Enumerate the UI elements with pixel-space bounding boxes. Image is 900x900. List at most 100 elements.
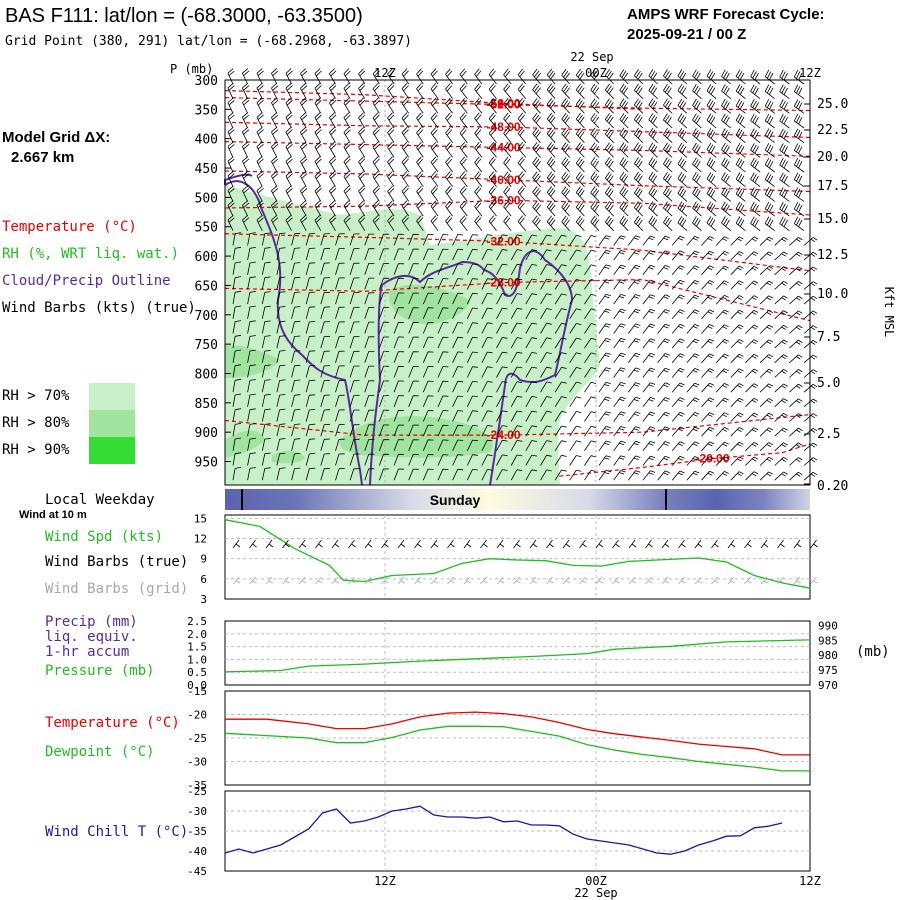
wind-barb: [789, 295, 803, 305]
wind-barb: [372, 171, 380, 187]
wind-barb: [242, 170, 250, 187]
wind-barb: [540, 425, 552, 437]
wind-barb: [276, 423, 286, 437]
wind-barb: [569, 367, 582, 378]
wind-barb: [488, 127, 497, 143]
wind-barb: [793, 187, 805, 202]
wind-barb: [488, 215, 497, 231]
wind-barb: [416, 68, 424, 85]
wind-barb: [430, 215, 439, 231]
wind-barb: [285, 127, 293, 143]
wind-barb-grid: [694, 576, 703, 585]
wind-barb: [759, 368, 774, 378]
series-label: Dewpoint (°C): [45, 744, 155, 760]
wind-barb: [276, 276, 286, 290]
wind-barb: [452, 248, 464, 261]
wind-barb: [416, 200, 424, 217]
wind-barb: [540, 352, 552, 364]
wind-barb: [779, 157, 790, 173]
wind-barb: [358, 171, 366, 187]
wind-barb: [445, 200, 453, 217]
wind-barb: [466, 395, 478, 407]
wind-barb: [525, 396, 538, 407]
wind-barb: [335, 438, 345, 451]
wind-barb: [393, 424, 405, 437]
wind-barb: [481, 249, 493, 261]
wind-barb: [671, 353, 685, 364]
wind-barb: [745, 339, 759, 349]
wind-barb: [764, 113, 775, 129]
wind-barb: [663, 157, 673, 173]
temperature-contour-label: -32.00: [487, 234, 521, 248]
wind-barb: [256, 200, 264, 217]
wind-barb: [619, 98, 629, 114]
wind-barb: [546, 68, 556, 85]
wind-barb: [744, 539, 752, 549]
wind-barb: [437, 468, 449, 481]
y-right-tick-label: 985: [818, 634, 838, 647]
wind-barb: [628, 539, 637, 549]
wind-barb: [445, 97, 453, 114]
wind-barb-grid: [282, 576, 290, 585]
wind-barb: [364, 439, 375, 451]
wind-barb: [540, 410, 552, 422]
wind-barb: [613, 235, 626, 246]
wind-barb: [663, 98, 673, 114]
wind-barb: [320, 262, 331, 275]
wind-barb: [437, 424, 449, 437]
wind-barb: [779, 113, 790, 129]
wind-barb: [721, 84, 732, 100]
temperature-dewpoint-panel: -35 -30 -25 -20 -15 Temperature (°C) Dewpoint …: [45, 685, 811, 792]
wind-barb: [320, 365, 331, 378]
wind-barb: [648, 113, 658, 129]
wind-barb: [305, 262, 316, 275]
y-tick-label: -20: [187, 709, 207, 722]
wind-chill-panel: -45 -40 -35 -30 -25 Wind Chill T (°C) 12Z 00Z 12…: [45, 785, 821, 888]
wind-barb: [546, 539, 554, 549]
wind-barb: [525, 425, 538, 437]
temperature-contour: [224, 121, 811, 139]
y-tick-label: -45: [187, 865, 207, 878]
wind-barb: [247, 247, 256, 261]
wind-barb: [525, 381, 538, 393]
wind-barb-grid: [265, 576, 274, 585]
pressure-tick-label: 500: [195, 191, 218, 206]
weekday-name: Sunday: [430, 492, 481, 508]
wind-barb: [401, 141, 410, 158]
wind-barb: [232, 408, 242, 422]
wind-barb: [422, 336, 434, 349]
wind-barb: [598, 455, 611, 466]
wind-barb: [789, 398, 803, 408]
wind-barb: [706, 98, 717, 114]
wind-barb: [554, 366, 567, 378]
wind-barb: [513, 539, 521, 549]
wind-barb: [349, 350, 360, 363]
wind-barb: [701, 397, 715, 408]
wind-barb: [445, 156, 453, 173]
wind-barb: [261, 291, 271, 305]
wind-barb: [706, 172, 717, 188]
wind-barb: [227, 185, 235, 202]
wind-barb: [721, 98, 732, 114]
wind-barb: [379, 380, 390, 393]
wind-barb: [642, 323, 656, 334]
wind-barb: [517, 215, 527, 231]
height-tick-label: 25.0: [817, 97, 848, 112]
wind-barb: [430, 141, 439, 158]
wind-barb: [379, 263, 390, 275]
wind-barb: [430, 97, 439, 114]
wind-barb: [437, 307, 449, 319]
wind-barb: [701, 250, 715, 261]
wind-barb: [604, 113, 614, 129]
y-tick-label: 3: [200, 593, 207, 606]
wind-barb: [387, 68, 395, 85]
wind-barb: [481, 293, 493, 305]
wind-barb: [803, 281, 818, 290]
wind-barb: [364, 395, 375, 407]
wind-barb: [379, 453, 390, 466]
wind-barb: [276, 306, 286, 319]
wind-barb: [422, 292, 434, 305]
wind-barb: [397, 539, 406, 549]
wind-barb: [648, 201, 658, 217]
wind-barb: [329, 200, 337, 217]
